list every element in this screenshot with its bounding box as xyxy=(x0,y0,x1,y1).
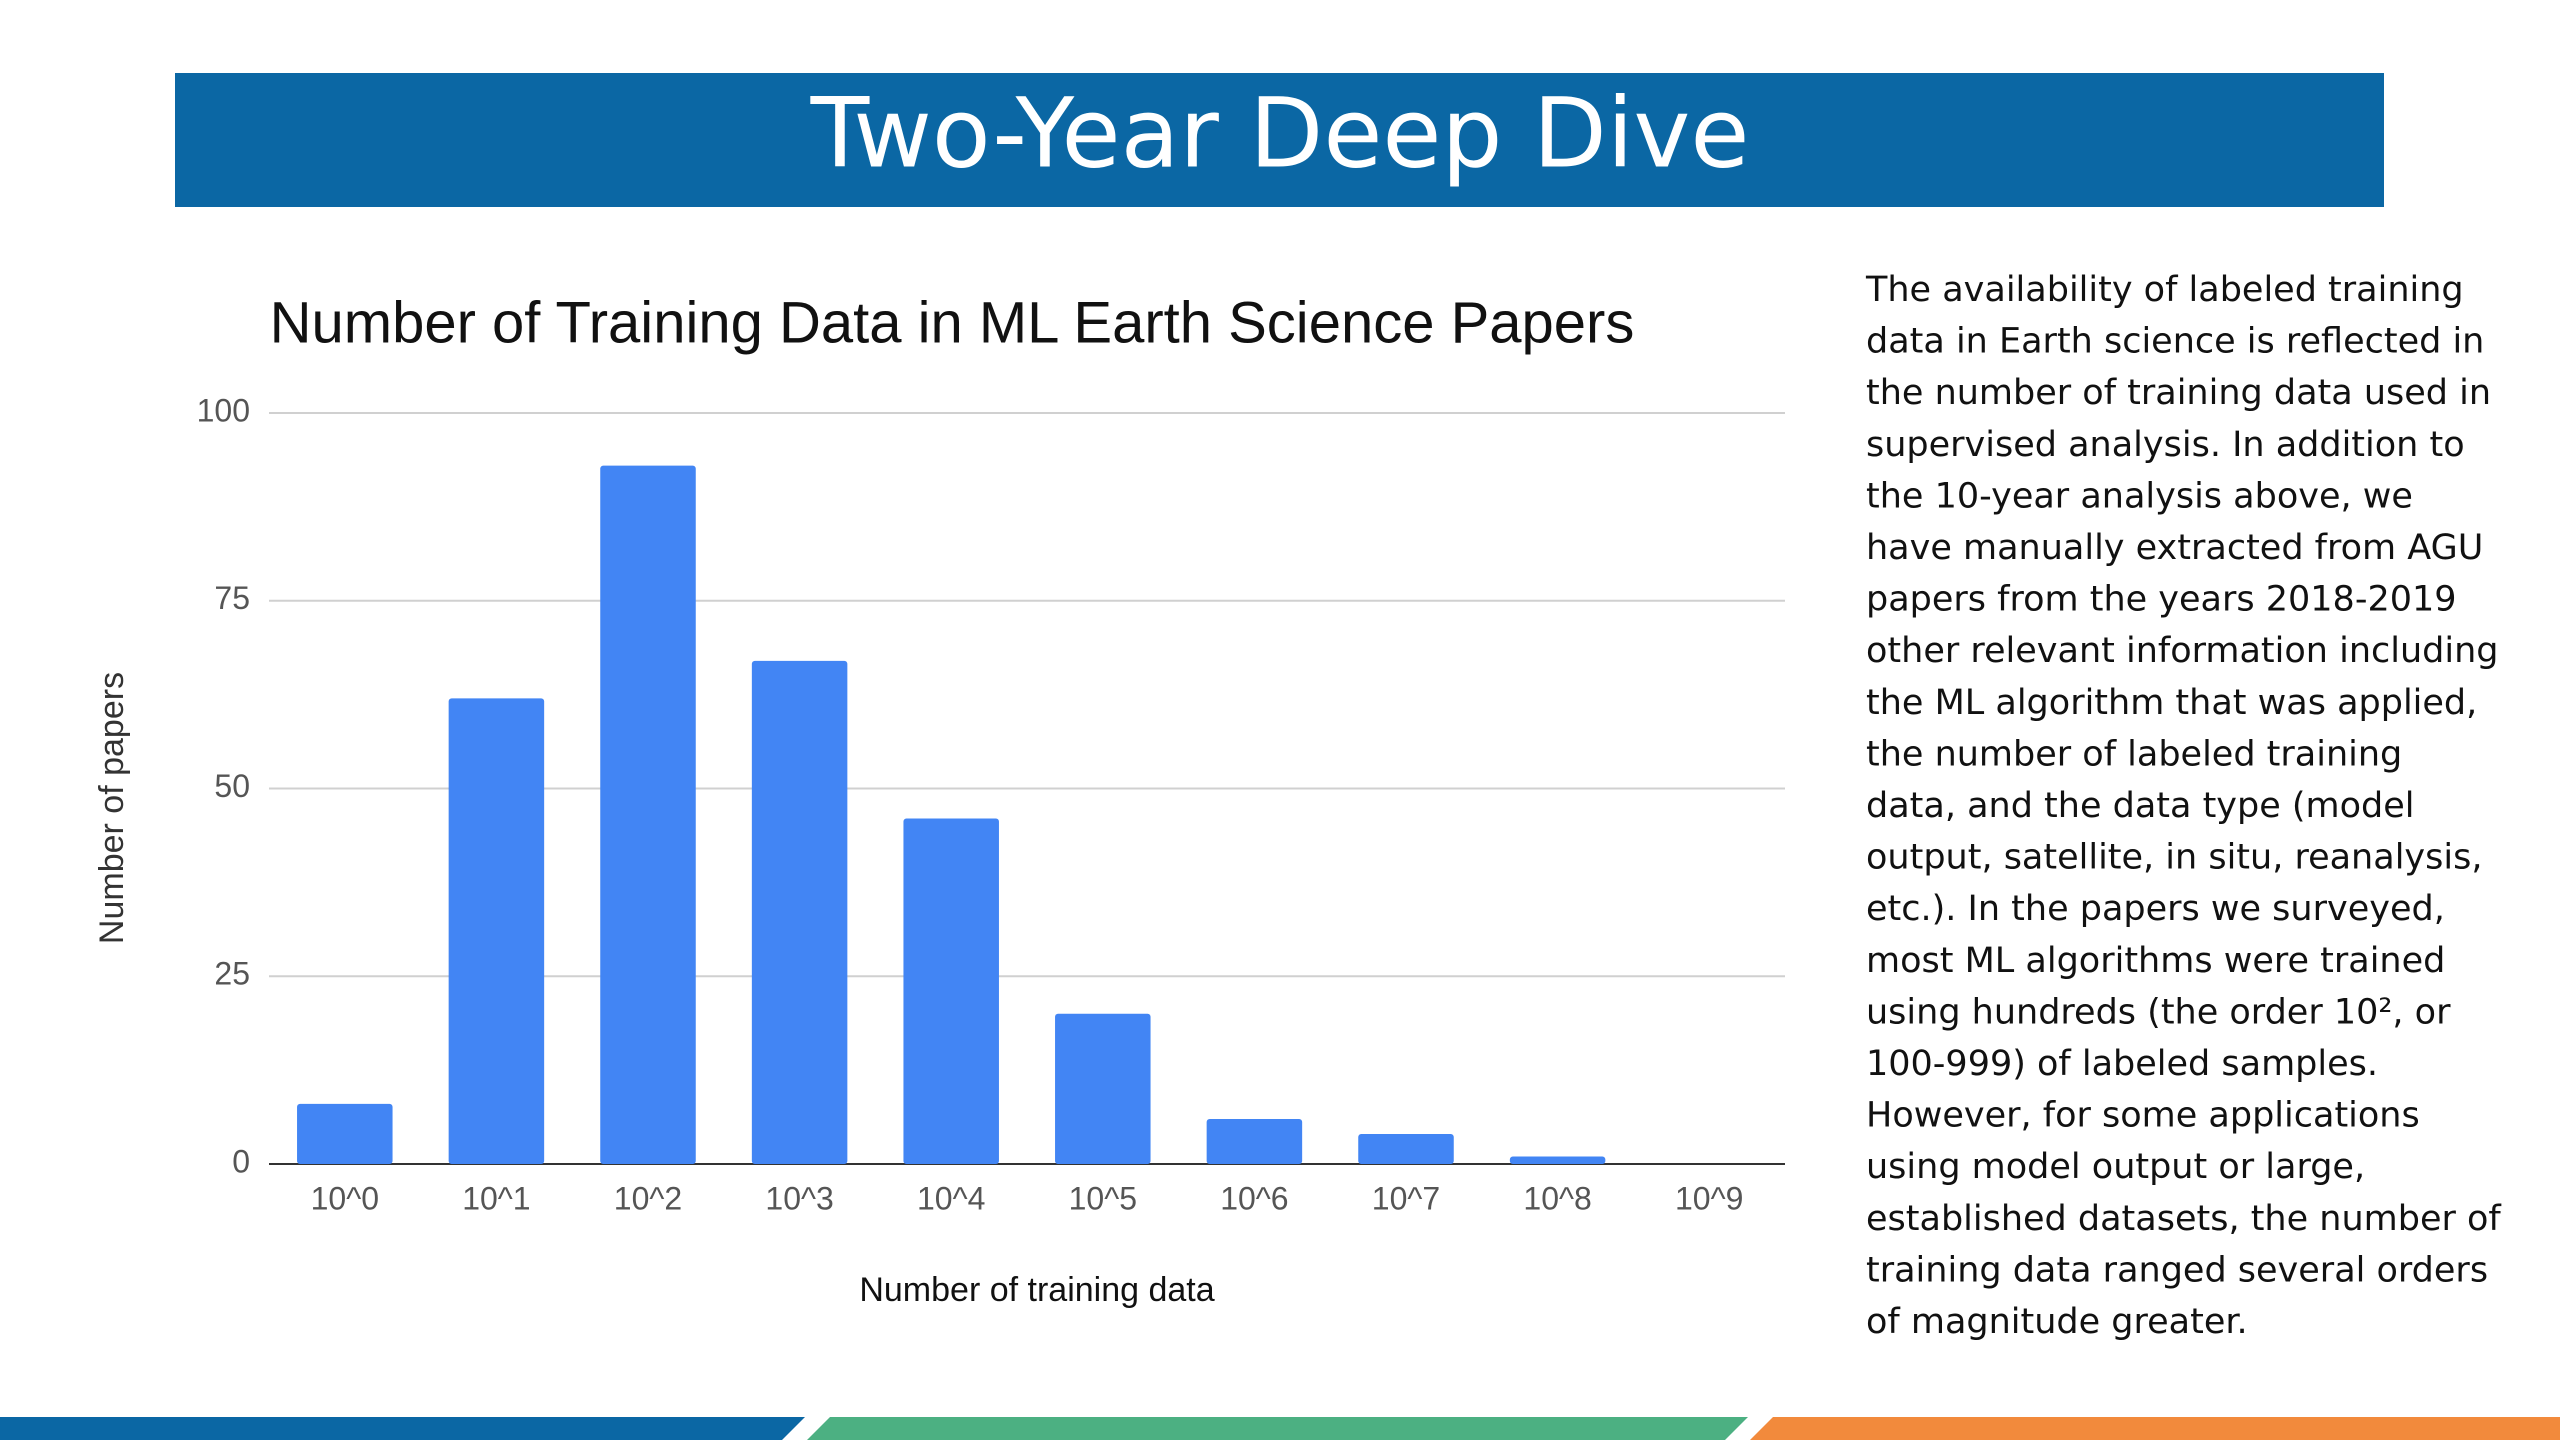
body-line: established datasets, the number of xyxy=(1866,1199,2501,1239)
y-tick-label: 100 xyxy=(197,392,250,428)
y-axis-label: Number of papers xyxy=(93,672,131,944)
body-line: data in Earth science is reflected in xyxy=(1866,322,2484,362)
body-line: The availability of labeled training xyxy=(1865,270,2464,310)
chart-title: Number of Training Data in ML Earth Scie… xyxy=(270,290,1635,355)
body-line: using hundreds (the order 10², or xyxy=(1866,992,2451,1032)
body-line: other relevant information including xyxy=(1866,631,2499,671)
body-line: the ML algorithm that was applied, xyxy=(1866,683,2477,723)
footer-stripe xyxy=(0,1417,805,1440)
x-tick-label: 10^0 xyxy=(311,1180,379,1216)
body-line: However, for some applications xyxy=(1866,1096,2420,1136)
x-tick-label: 10^5 xyxy=(1069,1180,1137,1216)
body-text: The availability of labeled training data… xyxy=(1865,270,2501,1342)
body-line: data, and the data type (model xyxy=(1866,786,2415,826)
y-tick-label: 75 xyxy=(214,580,250,616)
body-line: of magnitude greater. xyxy=(1866,1302,2248,1342)
bar xyxy=(600,465,696,1164)
body-line: have manually extracted from AGU xyxy=(1866,528,2483,568)
body-line: papers from the years 2018-2019 xyxy=(1866,580,2457,620)
footer-stripe xyxy=(807,1417,1748,1440)
body-line: the number of training data used in xyxy=(1866,373,2491,413)
title-banner xyxy=(175,73,2384,207)
bar xyxy=(297,1103,393,1164)
y-tick-label: 25 xyxy=(214,956,250,992)
bar xyxy=(1206,1118,1303,1164)
body-line: using model output or large, xyxy=(1866,1147,2365,1187)
x-axis-label: Number of training data xyxy=(859,1271,1214,1309)
x-tick-label: 10^6 xyxy=(1220,1180,1288,1216)
x-tick-label: 10^4 xyxy=(917,1180,985,1216)
body-line: output, satellite, in situ, reanalysis, xyxy=(1866,838,2482,878)
x-tick-label: 10^8 xyxy=(1523,1180,1591,1216)
body-line: training data ranged several orders xyxy=(1866,1250,2488,1290)
body-line: 100-999) of labeled samples. xyxy=(1866,1044,2378,1084)
footer-stripe xyxy=(1750,1417,2560,1440)
bar xyxy=(448,698,545,1164)
body-line: most ML algorithms were trained xyxy=(1866,941,2445,981)
bar xyxy=(1055,1013,1151,1164)
y-tick-label: 50 xyxy=(214,768,250,804)
x-tick-label: 10^1 xyxy=(462,1180,530,1216)
y-tick-label: 0 xyxy=(232,1143,250,1179)
bar xyxy=(903,818,999,1164)
slide-title: Two-Year Deep Dive xyxy=(810,77,1750,189)
bar xyxy=(751,660,848,1164)
body-line: supervised analysis. In addition to xyxy=(1866,425,2465,465)
x-tick-label: 10^2 xyxy=(614,1180,682,1216)
body-line: etc.). In the papers we surveyed, xyxy=(1866,889,2445,929)
bar xyxy=(1509,1156,1606,1164)
bar xyxy=(1358,1133,1454,1164)
body-line: the number of labeled training xyxy=(1866,734,2402,774)
body-line: the 10-year analysis above, we xyxy=(1866,476,2413,516)
x-tick-label: 10^9 xyxy=(1675,1180,1743,1216)
x-tick-label: 10^7 xyxy=(1372,1180,1440,1216)
x-tick-label: 10^3 xyxy=(765,1180,833,1216)
